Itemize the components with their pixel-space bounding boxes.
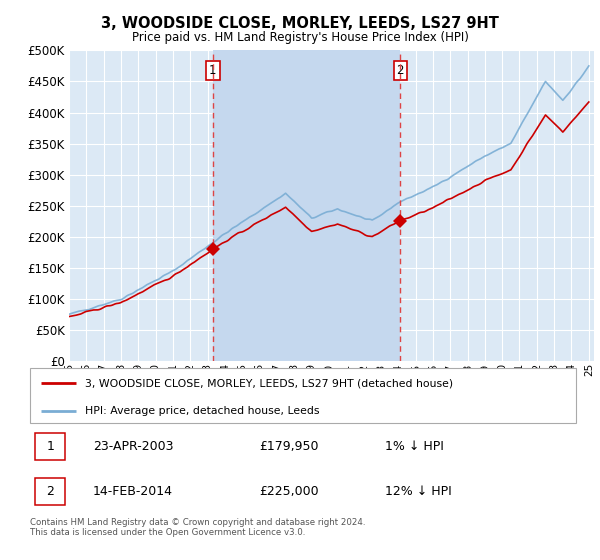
Text: 3, WOODSIDE CLOSE, MORLEY, LEEDS, LS27 9HT (detached house): 3, WOODSIDE CLOSE, MORLEY, LEEDS, LS27 9… xyxy=(85,379,453,388)
Text: 1: 1 xyxy=(47,440,55,454)
Text: 12% ↓ HPI: 12% ↓ HPI xyxy=(385,485,452,498)
Text: Contains HM Land Registry data © Crown copyright and database right 2024.
This d: Contains HM Land Registry data © Crown c… xyxy=(30,518,365,538)
Text: Price paid vs. HM Land Registry's House Price Index (HPI): Price paid vs. HM Land Registry's House … xyxy=(131,31,469,44)
FancyBboxPatch shape xyxy=(30,368,576,423)
Bar xyxy=(213,50,400,361)
Text: 3, WOODSIDE CLOSE, MORLEY, LEEDS, LS27 9HT: 3, WOODSIDE CLOSE, MORLEY, LEEDS, LS27 9… xyxy=(101,16,499,31)
Text: 23-APR-2003: 23-APR-2003 xyxy=(93,440,173,454)
Text: £225,000: £225,000 xyxy=(259,485,319,498)
Text: £179,950: £179,950 xyxy=(259,440,319,454)
Text: 14-FEB-2014: 14-FEB-2014 xyxy=(93,485,173,498)
FancyBboxPatch shape xyxy=(35,433,65,460)
Text: HPI: Average price, detached house, Leeds: HPI: Average price, detached house, Leed… xyxy=(85,406,319,416)
Text: 1% ↓ HPI: 1% ↓ HPI xyxy=(385,440,444,454)
FancyBboxPatch shape xyxy=(35,478,65,505)
Text: 2: 2 xyxy=(397,64,404,77)
Text: 2: 2 xyxy=(47,485,55,498)
Text: 1: 1 xyxy=(209,64,217,77)
